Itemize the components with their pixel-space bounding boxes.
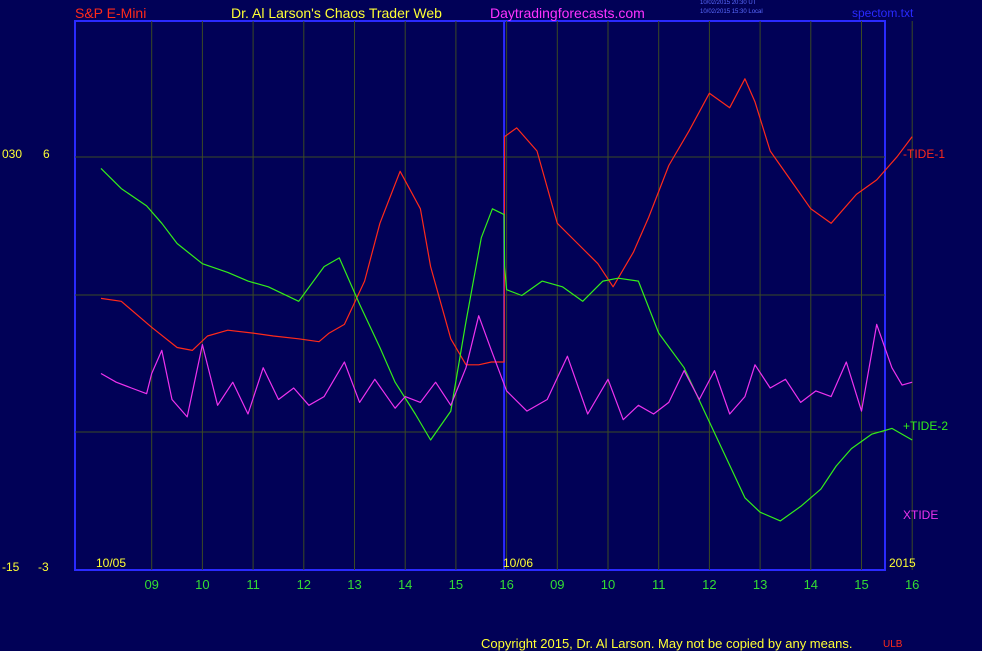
x-tick-label: 10 [195,577,209,592]
legend--tide-2: +TIDE-2 [903,419,948,433]
date-label-mid: 10/06 [503,556,533,570]
timestamp-local: 10/02/2015 15:30 Local [700,9,763,15]
copyright: Copyright 2015, Dr. Al Larson. May not b… [481,636,853,651]
x-tick-label: 13 [347,577,361,592]
date-label-year: 2015 [889,556,916,570]
instrument-label: S&P E-Mini [75,5,147,21]
site-link[interactable]: Daytradingforecasts.com [490,5,645,21]
x-tick-label: 11 [652,577,666,592]
x-tick-label: 14 [804,577,818,592]
axis-label-6: 6 [43,147,50,161]
series-line--tide-2 [100,167,913,522]
legend--tide-1: -TIDE-1 [903,147,945,161]
x-tick-label: 12 [297,577,311,592]
axis-label-minus15: -15 [2,560,20,574]
x-tick-label: 16 [905,577,919,592]
axis-label-minus3: -3 [38,560,49,574]
x-tick-label: 09 [144,577,158,592]
x-tick-label: 11 [246,577,260,592]
x-tick-label: 10 [601,577,615,592]
x-tick-label: 09 [550,577,564,592]
chart-title: Dr. Al Larson's Chaos Trader Web [231,5,442,21]
legend-xtide: XTIDE [903,508,938,522]
ulb-badge: ULB [883,639,903,650]
x-tick-label: 16 [499,577,513,592]
x-tick-label: 14 [398,577,412,592]
file-label: spectom.txt [852,6,914,20]
date-label-start: 10/05 [96,556,126,570]
x-tick-label: 12 [702,577,716,592]
x-tick-label: 13 [753,577,767,592]
timestamp-ut: 10/02/2015 20:30 UT [700,0,757,6]
x-tick-label: 15 [854,577,868,592]
x-tick-label: 15 [449,577,463,592]
axis-label-030: 030 [2,147,22,161]
series-line-xtide [100,315,913,421]
